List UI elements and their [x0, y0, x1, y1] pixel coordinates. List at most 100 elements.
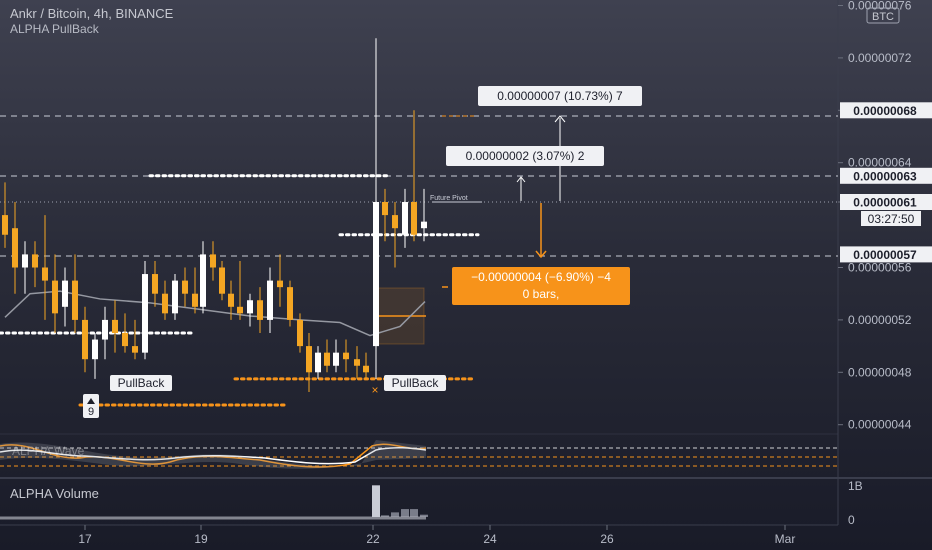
candle[interactable] [402, 188, 408, 248]
time-tick-label: 17 [78, 532, 92, 546]
candle[interactable] [210, 241, 216, 281]
target-mid-box[interactable] [446, 146, 604, 166]
target-high-box[interactable] [478, 86, 642, 106]
candle[interactable] [112, 300, 118, 353]
candle-body [2, 215, 8, 235]
price-tag-label: 0.00000068 [853, 104, 917, 118]
candle[interactable] [287, 280, 293, 327]
candle-body [343, 352, 349, 360]
candle[interactable] [306, 333, 312, 392]
candle[interactable] [62, 267, 68, 327]
candle[interactable] [392, 202, 398, 268]
candle[interactable] [363, 352, 369, 379]
future-pivot-label: Future Pivot [430, 195, 468, 202]
candle[interactable] [247, 293, 253, 327]
candle[interactable] [12, 202, 18, 294]
candlestick-series[interactable] [2, 38, 427, 392]
candle[interactable] [382, 188, 388, 242]
candle[interactable] [343, 339, 349, 373]
candle[interactable] [333, 339, 339, 373]
candle[interactable] [297, 313, 303, 353]
price-axis-tags: 0.00000068 0.00000063 0.00000061 0.00000057 [840, 102, 932, 263]
count-marker-label: 9 [88, 406, 94, 418]
candle-body [333, 352, 339, 366]
candle[interactable] [162, 280, 168, 320]
currency-badge[interactable] [866, 7, 900, 24]
pullback-tag-right[interactable] [384, 375, 446, 391]
volume-pane-label[interactable]: ALPHA Volume [10, 486, 99, 501]
volume-bar [401, 509, 409, 517]
currency-badge-label: BTC [872, 11, 894, 23]
candle[interactable] [257, 287, 263, 333]
candle[interactable] [102, 306, 108, 360]
time-tick-label: Mar [775, 532, 796, 546]
candle-body [52, 280, 58, 314]
volume-tick-max: 1B [848, 479, 863, 493]
pullback-tag-left[interactable] [110, 375, 172, 391]
symbol-title[interactable]: Ankr / Bitcoin, 4h, BINANCE [10, 6, 174, 21]
candle-body [22, 254, 28, 268]
target-high-arrowhead [554, 115, 566, 123]
time-axis-ticks[interactable]: 17 19 22 24 26 Mar [78, 525, 795, 546]
candle[interactable] [142, 260, 148, 360]
candle[interactable] [373, 38, 379, 379]
candle-body [132, 346, 138, 353]
candle-body [192, 293, 198, 307]
target-high-label: 0.00000007 (10.73%) 7 [497, 89, 623, 103]
price-tick-label: 0.00000056 [848, 261, 912, 275]
candle[interactable] [122, 313, 128, 353]
candle[interactable] [228, 280, 234, 320]
volume-bar [372, 485, 380, 517]
candle[interactable] [315, 346, 321, 379]
candle-body [210, 254, 216, 268]
candle-body [382, 202, 388, 216]
candle[interactable] [52, 254, 58, 333]
triangle-up-icon [87, 398, 95, 404]
candle-body [152, 274, 158, 294]
candle[interactable] [421, 188, 427, 242]
candle-body [72, 280, 78, 320]
candle-body [324, 352, 330, 366]
volume-bar [381, 515, 389, 517]
oscillator-label: ALPHA Wave [12, 444, 85, 458]
count-marker[interactable] [83, 394, 99, 418]
candle[interactable] [152, 260, 158, 307]
candle[interactable] [72, 254, 78, 333]
oscillator-pane[interactable]: ALPHA Wave [0, 440, 838, 469]
candle[interactable] [237, 260, 243, 320]
drop-box[interactable] [452, 267, 630, 305]
candle-body [373, 202, 379, 347]
indicator-label[interactable]: ALPHA PullBack [10, 22, 99, 36]
candle-body [122, 333, 128, 347]
candle[interactable] [200, 241, 206, 314]
candle[interactable] [132, 319, 138, 360]
candle[interactable] [92, 333, 98, 379]
candle[interactable] [411, 110, 417, 242]
candle-body [82, 319, 88, 360]
time-tick-label: 24 [483, 532, 497, 546]
candle-body [42, 267, 48, 281]
candle-body [102, 319, 108, 340]
candle[interactable] [277, 254, 283, 307]
candle[interactable] [324, 339, 330, 373]
candle[interactable] [172, 274, 178, 320]
candle[interactable] [354, 346, 360, 379]
time-tick-label: 19 [194, 532, 208, 546]
time-tick-label: 26 [600, 532, 614, 546]
candle[interactable] [219, 260, 225, 301]
candle[interactable] [82, 306, 88, 373]
price-tick-label: 0.00000048 [848, 365, 912, 379]
candle[interactable] [182, 267, 188, 307]
candle[interactable] [192, 267, 198, 314]
candle[interactable] [22, 241, 28, 294]
drop-label-line1: −0.00000004 (−6.90%) −4 [471, 270, 611, 284]
price-tag [840, 194, 932, 210]
drop-label-line2: 0 bars, [523, 287, 560, 301]
candle[interactable] [42, 215, 48, 320]
price-tag [840, 102, 932, 119]
candle[interactable] [267, 267, 273, 334]
candle[interactable] [2, 182, 8, 248]
candle[interactable] [32, 241, 38, 288]
